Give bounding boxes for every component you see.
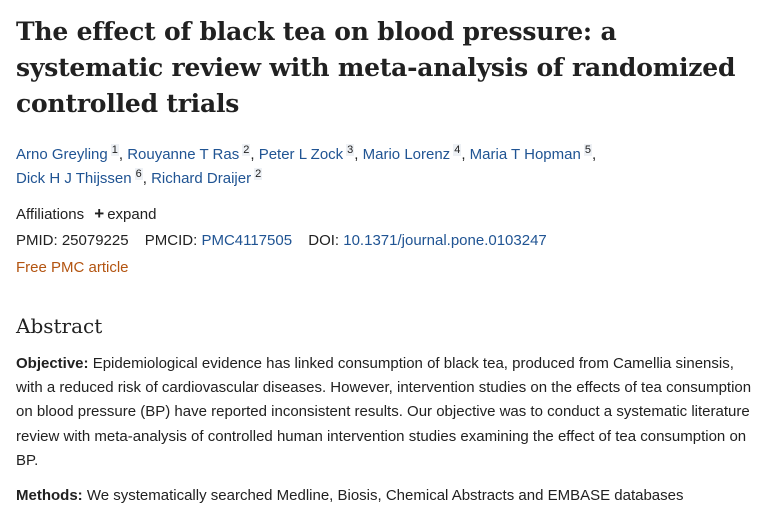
abstract-methods: Methods: We systematically searched Medl… <box>16 484 756 508</box>
affiliation-ref[interactable]: 2 <box>242 144 251 156</box>
authors-list: Arno Greyling 1, Rouyanne T Ras 2, Peter L… <box>16 144 597 187</box>
pmcid-label: PMCID: <box>144 232 198 249</box>
affiliations-label: Affiliations <box>16 206 85 223</box>
abstract-objective: Objective: Epidemiological evidence has … <box>16 352 756 473</box>
affiliation-ref[interactable]: 4 <box>453 144 462 156</box>
free-pmc-article-link[interactable]: Free PMC article <box>16 259 129 276</box>
author-link[interactable]: Dick H J Thijssen <box>16 170 132 187</box>
pmid-label: PMID: <box>16 232 58 249</box>
plus-icon: + <box>94 204 105 223</box>
pmcid-link[interactable]: PMC4117505 <box>201 232 293 249</box>
author-link[interactable]: Peter L Zock <box>258 146 344 163</box>
affiliation-ref[interactable]: 3 <box>346 144 355 156</box>
affiliation-ref[interactable]: 1 <box>110 144 119 156</box>
affiliations-expand-button[interactable]: + expand <box>94 204 157 223</box>
author-link[interactable]: Maria T Hopman <box>469 146 581 163</box>
affiliation-ref[interactable]: 5 <box>583 144 592 156</box>
abstract-heading: Abstract <box>16 314 103 338</box>
objective-text: Epidemiological evidence has linked cons… <box>16 355 752 469</box>
methods-text: We systematically searched Medline, Bios… <box>86 487 684 504</box>
affiliation-ref[interactable]: 2 <box>254 168 263 180</box>
author-link[interactable]: Mario Lorenz <box>362 146 451 163</box>
affiliations-row: Affiliations + expand <box>16 203 156 226</box>
identifiers-row: PMID: 25079225 PMCID: PMC4117505 DOI: 10… <box>16 230 547 252</box>
author-link[interactable]: Richard Draijer <box>151 170 252 187</box>
expand-label: expand <box>107 206 157 223</box>
objective-label: Objective: <box>16 355 89 372</box>
methods-label: Methods: <box>16 487 83 504</box>
article-title: The effect of black tea on blood pressur… <box>16 17 736 118</box>
doi-label: DOI: <box>308 232 340 249</box>
author-link[interactable]: Rouyanne T Ras <box>127 146 240 163</box>
author-link[interactable]: Arno Greyling <box>16 146 108 163</box>
pmid-value: 25079225 <box>61 232 129 249</box>
affiliation-ref[interactable]: 6 <box>134 168 143 180</box>
doi-link[interactable]: 10.1371/journal.pone.0103247 <box>343 232 547 249</box>
